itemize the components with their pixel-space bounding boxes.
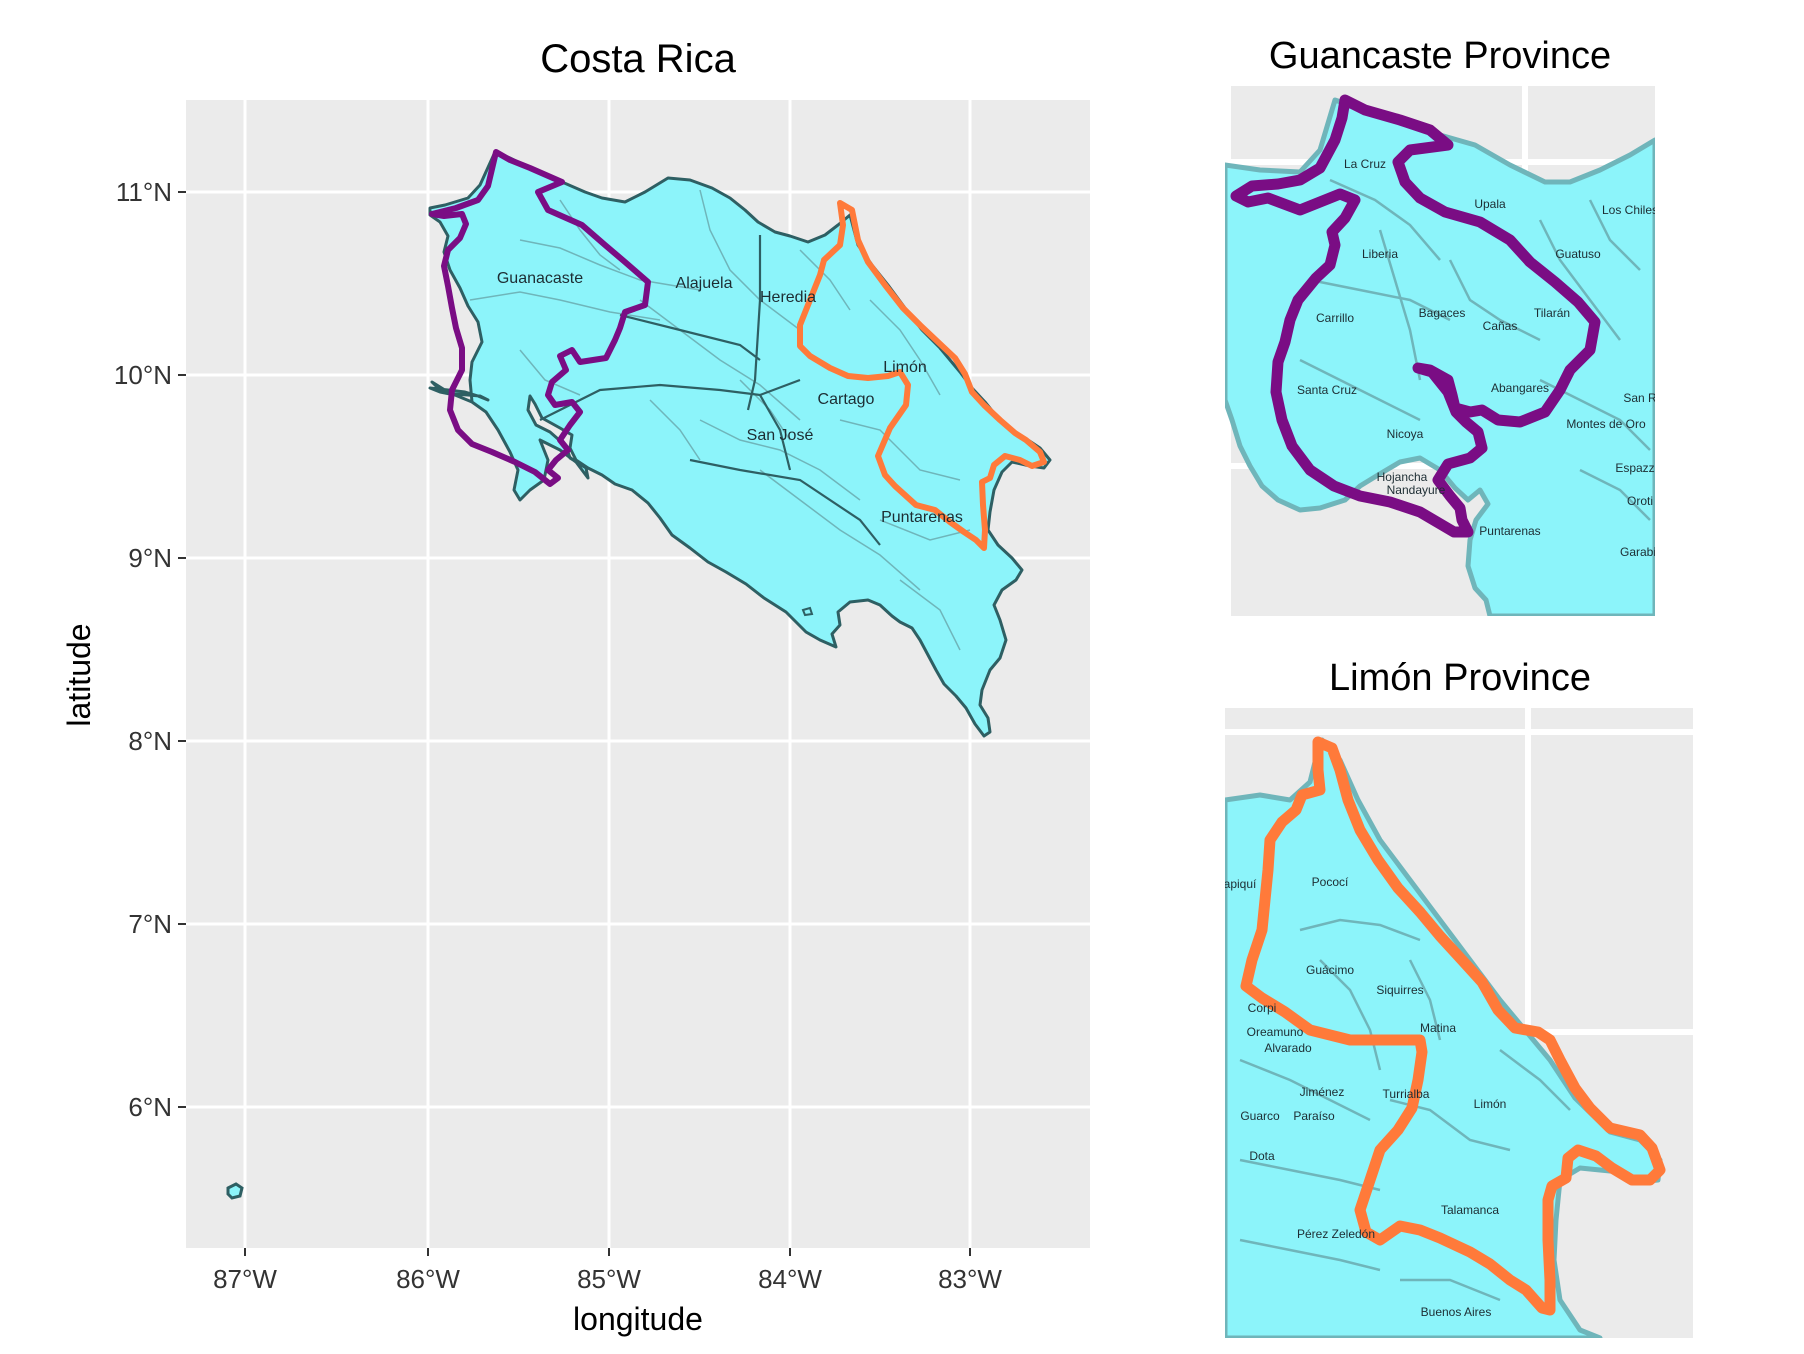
x-tick-label: 85°W [577, 1264, 641, 1294]
limon-inset-title: Limón Province [1329, 657, 1591, 699]
canton-label: Nandayure [1387, 483, 1446, 497]
x-tick-labels: 87°W 86°W 85°W 84°W 83°W [213, 1264, 1002, 1294]
axis-ticks [178, 191, 971, 1256]
canton-label: Upala [1474, 197, 1506, 211]
canton-label: Los Chiles [1602, 203, 1658, 217]
y-axis-title: latitude [61, 623, 97, 726]
guanacaste-inset-title: Guancaste Province [1269, 35, 1611, 77]
province-label: Alajuela [676, 275, 733, 292]
x-tick-label: 87°W [213, 1264, 277, 1294]
canton-label: Limón [1474, 1097, 1507, 1111]
canton-label: Cañas [1483, 319, 1518, 333]
province-label: Cartago [818, 391, 875, 408]
main-map-panel: Costa Rica [61, 37, 1090, 1337]
canton-label: Puntarenas [1479, 524, 1540, 538]
province-boundaries [539, 235, 881, 546]
canton-label: Santa Cruz [1297, 383, 1357, 397]
canton-label: San R [1623, 391, 1657, 405]
limon-inset-canton-labels: apiquí Pococí Guácimo Siquirres Corpi Or… [1224, 875, 1507, 1319]
guanacaste-inset-highlight [1230, 94, 1601, 538]
x-tick-label: 86°W [396, 1264, 460, 1294]
canton-label: Turrialba [1383, 1087, 1430, 1101]
x-tick-label: 84°W [758, 1264, 822, 1294]
y-tick-labels: 11°N 10°N 9°N 8°N 7°N 6°N [114, 177, 172, 1122]
main-map-title: Costa Rica [540, 37, 736, 81]
canton-label: Garabi [1620, 545, 1656, 559]
canton-label: Espazz [1615, 461, 1654, 475]
guanacaste-inset-canton-labels: La Cruz Upala Los Chiles Liberia Guatuso… [1297, 157, 1658, 559]
x-tick-label: 83°W [938, 1264, 1002, 1294]
canton-label: Oroti [1627, 494, 1653, 508]
canton-label: Jiménez [1300, 1085, 1345, 1099]
canton-label: Guarco [1240, 1109, 1280, 1123]
canton-label: Matina [1420, 1021, 1456, 1035]
canton-label: Dota [1249, 1149, 1275, 1163]
y-tick-label: 10°N [114, 360, 172, 390]
cocos-island [226, 1182, 244, 1200]
islet [801, 606, 814, 617]
limon-highlight-outline [797, 200, 1047, 551]
province-labels: Guanacaste Alajuela Heredia Limón Cartag… [497, 270, 963, 526]
canton-label: Tilarán [1534, 306, 1570, 320]
canton-label: Pococí [1312, 875, 1349, 889]
canton-label: Pérez Zeledón [1297, 1227, 1375, 1241]
y-tick-label: 7°N [128, 909, 172, 939]
canton-label: Bagaces [1419, 306, 1466, 320]
guanacaste-inset-panel: Guancaste Province [1225, 35, 1658, 616]
limon-inset-highlight [1240, 736, 1666, 1316]
canton-label: Corpi [1248, 1001, 1277, 1015]
canton-label: Hojancha [1377, 470, 1428, 484]
canton-label: Carrillo [1316, 311, 1354, 325]
province-label: Limón [883, 359, 927, 376]
canton-boundaries [469, 189, 971, 651]
canton-label: apiquí [1224, 877, 1257, 891]
limon-inset-panel: Limón Province apiquí [1224, 657, 1693, 1338]
canton-label: Buenos Aires [1421, 1305, 1492, 1319]
canton-label: Guatuso [1555, 247, 1601, 261]
canton-label: Alvarado [1264, 1041, 1312, 1055]
y-tick-label: 8°N [128, 726, 172, 756]
canton-label: Montes de Oro [1566, 417, 1646, 431]
canton-label: Guácimo [1306, 963, 1354, 977]
guanacaste-highlight-outline [429, 149, 651, 487]
canton-label: Oreamuno [1247, 1025, 1304, 1039]
province-label: Guanacaste [497, 270, 583, 287]
province-label: Heredia [760, 289, 816, 306]
canton-label: Talamanca [1441, 1203, 1499, 1217]
canton-label: Nicoya [1387, 427, 1424, 441]
canton-label: Siquirres [1376, 983, 1423, 997]
canton-label: La Cruz [1344, 157, 1386, 171]
canton-label: Abangares [1491, 381, 1549, 395]
province-label: San José [747, 427, 814, 444]
province-label: Puntarenas [881, 509, 963, 526]
y-tick-label: 11°N [116, 177, 172, 207]
x-axis-title: longitude [573, 1301, 703, 1337]
canton-label: Liberia [1362, 247, 1398, 261]
y-tick-label: 6°N [128, 1092, 172, 1122]
y-tick-label: 9°N [128, 543, 172, 573]
canton-label: Paraíso [1293, 1109, 1335, 1123]
